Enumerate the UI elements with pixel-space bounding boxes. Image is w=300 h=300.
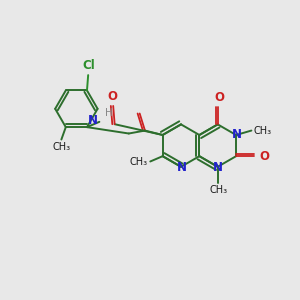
Text: CH₃: CH₃ — [209, 185, 227, 195]
Text: N: N — [177, 161, 187, 174]
Text: N: N — [213, 161, 223, 174]
Text: Cl: Cl — [82, 59, 95, 72]
Text: CH₃: CH₃ — [254, 126, 272, 136]
Text: N: N — [232, 128, 242, 141]
Text: O: O — [108, 90, 118, 103]
Text: CH₃: CH₃ — [52, 142, 70, 152]
Text: O: O — [214, 92, 224, 104]
Text: H: H — [105, 108, 112, 118]
Text: N: N — [88, 114, 98, 127]
Text: CH₃: CH₃ — [130, 157, 148, 167]
Text: O: O — [259, 150, 269, 163]
